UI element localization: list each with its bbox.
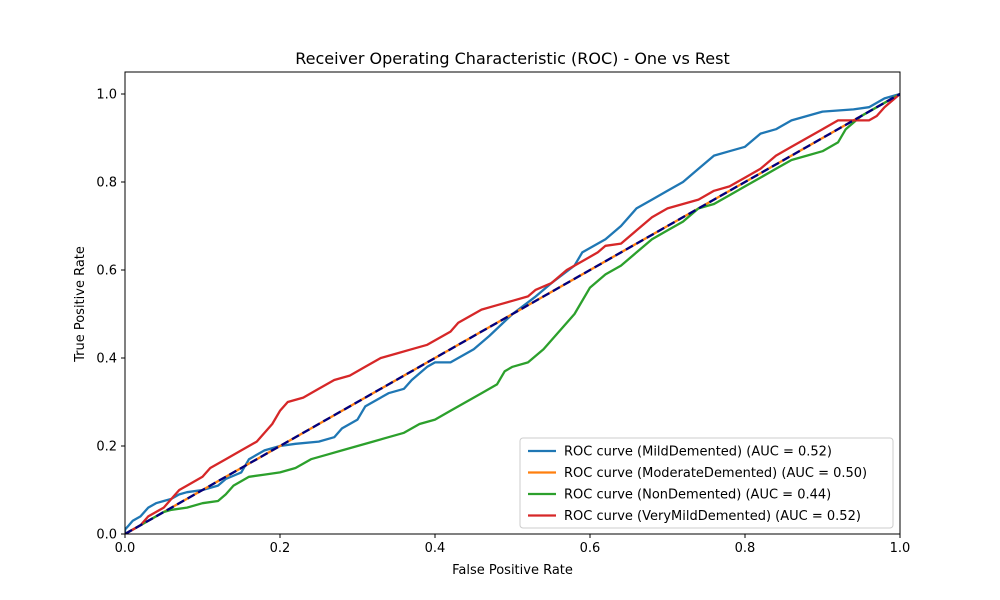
series-line-0 xyxy=(125,92,900,534)
legend: ROC curve (MildDemented) (AUC = 0.52) ROC… xyxy=(519,437,894,529)
x-tick-label: 0.4 xyxy=(425,541,446,556)
y-tick-label: 0.0 xyxy=(96,528,117,543)
legend-box xyxy=(519,437,894,529)
legend-entry-0: ROC curve (MildDemented) (AUC = 0.52) xyxy=(564,445,832,460)
series-line-2 xyxy=(125,92,900,534)
x-tick-label: 0.2 xyxy=(270,541,291,556)
x-tick-label: 0.6 xyxy=(580,541,601,556)
x-tick-label: 1.0 xyxy=(890,541,911,556)
axes-frame xyxy=(124,71,901,535)
y-tick-label: 1.0 xyxy=(96,88,117,103)
series-line-3 xyxy=(125,93,900,534)
x-tick-label: 0.0 xyxy=(115,541,136,556)
reference-diagonal-line xyxy=(125,92,900,534)
legend-entry-2: ROC curve (NonDemented) (AUC = 0.44) xyxy=(564,488,831,503)
x-tick-label: 0.8 xyxy=(735,541,756,556)
chart-title: Receiver Operating Characteristic (ROC) … xyxy=(295,49,729,68)
y-tick-label: 0.2 xyxy=(96,440,117,455)
y-tick-label: 0.4 xyxy=(96,352,117,367)
y-tick-label: 0.8 xyxy=(96,176,117,191)
y-tick-label: 0.6 xyxy=(96,264,117,279)
x-axis-label: False Positive Rate xyxy=(452,563,573,578)
legend-entry-1: ROC curve (ModerateDemented) (AUC = 0.50… xyxy=(564,466,867,481)
y-axis-label: True Positive Rate xyxy=(73,246,88,363)
plot-area: 0.0 0.2 0.4 0.6 0.8 1.0 0.0 0.2 0.4 0.6 0.8 1.0 xyxy=(96,71,911,556)
series-group xyxy=(125,92,900,534)
legend-entry-3: ROC curve (VeryMildDemented) (AUC = 0.52… xyxy=(564,509,861,524)
